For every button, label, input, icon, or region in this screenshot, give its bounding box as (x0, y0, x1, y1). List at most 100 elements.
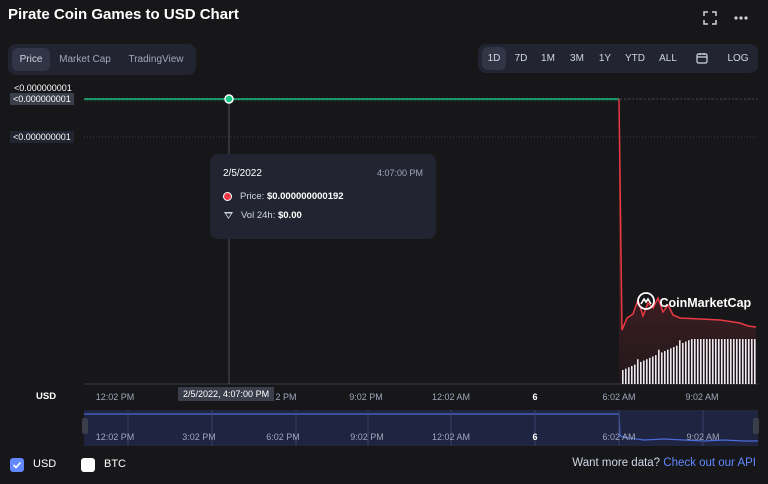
volume-bar (721, 339, 723, 384)
tooltip-date: 2/5/2022 (223, 168, 262, 179)
range-7d[interactable]: 7D (514, 53, 528, 64)
more-data-footer: Want more data? Check out our API (572, 457, 756, 469)
volume-bar (733, 339, 735, 384)
tooltip-price-label: Price: (240, 191, 265, 202)
time-range-selector: 1D 7D 1M 3M 1Y YTD ALL LOG (478, 44, 758, 73)
tooltip-time: 4:07:00 PM (376, 168, 423, 178)
nav-tick: 6:02 AM (602, 432, 636, 442)
calendar-icon[interactable] (690, 47, 714, 70)
range-ytd[interactable]: YTD (625, 53, 645, 64)
navigator-left-handle[interactable] (82, 418, 88, 434)
volume-bar (715, 339, 717, 384)
log-scale-button[interactable]: LOG (727, 53, 749, 64)
x-tick: 9:02 AM (685, 392, 719, 402)
nav-tick: 12:02 PM (95, 432, 135, 442)
y-label-lower: <0.000000001 (10, 131, 74, 143)
price-dot-icon (223, 191, 232, 201)
range-navigator[interactable] (84, 410, 758, 446)
volume-bar (697, 339, 699, 384)
volume-bar (643, 360, 645, 384)
range-1m[interactable]: 1M (541, 53, 555, 64)
crosshair-date-label: 2/5/2022, 4:07:00 PM (178, 387, 275, 401)
nav-tick: 6 (532, 432, 538, 442)
coinmarketcap-logo-icon (636, 292, 656, 313)
volume-bar (691, 339, 693, 384)
volume-bar (724, 339, 726, 384)
volume-bar (742, 339, 744, 384)
volume-bar (694, 339, 696, 384)
volume-bar (637, 359, 639, 384)
axis-unit-label: USD (36, 391, 57, 402)
volume-bar (649, 357, 651, 384)
tooltip-price-value: $0.000000000192 (266, 191, 344, 202)
volume-bar (670, 348, 672, 384)
volume-bar (700, 339, 702, 384)
volume-bar (751, 339, 753, 384)
usd-legend-label[interactable]: USD (33, 458, 57, 470)
btc-legend-label[interactable]: BTC (104, 458, 126, 470)
volume-bar (703, 339, 705, 384)
nav-tick: 3:02 PM (182, 432, 216, 442)
coinmarketcap-watermark: CoinMarketCap (636, 292, 751, 313)
check-icon (12, 461, 22, 469)
range-1d[interactable]: 1D (482, 47, 506, 70)
volume-bar (727, 339, 729, 384)
volume-bar (682, 342, 684, 384)
volume-bar (718, 339, 720, 384)
btc-checkbox[interactable] (81, 458, 95, 472)
tab-tradingview[interactable]: TradingView (128, 54, 184, 65)
red-area (619, 99, 756, 384)
usd-checkbox[interactable] (10, 458, 24, 472)
volume-bar (646, 359, 648, 384)
volume-bar (706, 339, 708, 384)
tooltip-vol-row: Vol 24h: $0.00 (223, 210, 302, 221)
x-tick: 12:02 PM (95, 392, 135, 402)
more-data-text: Want more data? (572, 457, 661, 469)
range-3m[interactable]: 3M (570, 53, 584, 64)
chart-type-tabs: Price Market Cap TradingView (8, 44, 196, 75)
nav-tick: 9:02 AM (686, 432, 720, 442)
x-tick: 9:02 PM (349, 392, 383, 402)
volume-bar (712, 339, 714, 384)
volume-bar (655, 355, 657, 384)
volume-bar (625, 368, 627, 384)
tab-price[interactable]: Price (12, 48, 50, 71)
volume-bars (622, 339, 756, 384)
nav-tick: 6:02 PM (266, 432, 300, 442)
fullscreen-icon[interactable] (702, 11, 718, 27)
nav-tick: 12:02 AM (431, 432, 471, 442)
volume-bar (628, 367, 630, 384)
volume-icon (224, 211, 233, 219)
hover-point (224, 94, 234, 104)
volume-bar (661, 352, 663, 384)
tab-market-cap[interactable]: Market Cap (59, 54, 111, 65)
volume-bar (736, 339, 738, 384)
volume-bar (745, 339, 747, 384)
chart-title: Pirate Coin Games to USD Chart (8, 6, 239, 23)
volume-bar (667, 349, 669, 384)
volume-bar (730, 339, 732, 384)
volume-bar (739, 339, 741, 384)
volume-bar (658, 349, 660, 384)
range-1y[interactable]: 1Y (598, 53, 612, 64)
x-tick: 2 PM (275, 392, 297, 402)
volume-bar (676, 345, 678, 384)
volume-bar (685, 341, 687, 384)
volume-bar (631, 365, 633, 384)
tooltip-vol-label: Vol 24h: (241, 210, 276, 221)
tooltip-vol-value: $0.00 (277, 210, 302, 221)
volume-bar (673, 346, 675, 384)
more-options-icon[interactable] (733, 11, 749, 27)
api-link[interactable]: Check out our API (663, 457, 756, 469)
x-tick: 6 (532, 392, 538, 402)
volume-bar (622, 370, 624, 384)
volume-bar (748, 339, 750, 384)
volume-bar (664, 351, 666, 384)
x-tick: 6:02 AM (602, 392, 636, 402)
range-all[interactable]: ALL (659, 53, 677, 64)
volume-bar (679, 340, 681, 384)
y-label-top: <0.000000001 (14, 83, 72, 93)
watermark-text: CoinMarketCap (659, 295, 752, 310)
volume-bar (709, 339, 711, 384)
navigator-right-handle[interactable] (753, 418, 759, 434)
